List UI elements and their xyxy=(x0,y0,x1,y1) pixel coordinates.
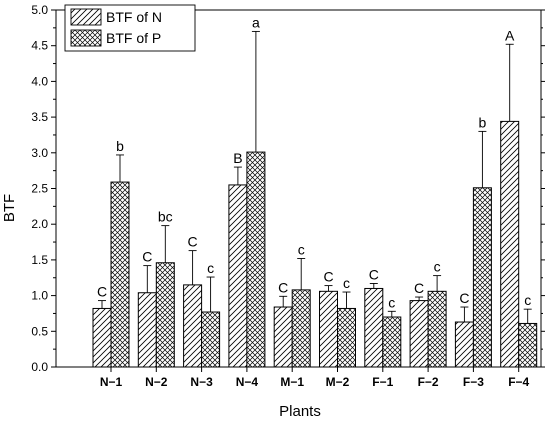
significance-label: C xyxy=(188,234,198,250)
bar xyxy=(382,316,402,368)
bar xyxy=(183,284,203,368)
significance-label: C xyxy=(414,280,424,296)
y-axis-title: BTF xyxy=(1,194,18,222)
significance-label: bc xyxy=(158,209,173,225)
bar xyxy=(201,311,221,368)
bar xyxy=(409,300,429,368)
x-tick-label: F−2 xyxy=(418,375,439,389)
y-tick-label: 3.0 xyxy=(31,146,48,160)
significance-label: c xyxy=(524,292,531,308)
y-tick-label: 3.5 xyxy=(31,110,48,124)
significance-label: C xyxy=(369,266,379,282)
legend-label-n: BTF of N xyxy=(106,9,162,25)
bar xyxy=(291,289,311,368)
y-tick-label: 0.0 xyxy=(31,360,48,374)
x-tick-label: M−2 xyxy=(326,375,350,389)
bar xyxy=(228,184,248,368)
x-tick-label: M−1 xyxy=(280,375,304,389)
bar xyxy=(472,187,492,368)
bar xyxy=(364,287,384,368)
x-tick-label: N−3 xyxy=(190,375,213,389)
bar xyxy=(273,306,293,368)
y-tick-label: 0.5 xyxy=(31,324,48,338)
x-tick-label: F−1 xyxy=(372,375,393,389)
legend-swatch-n xyxy=(70,8,102,26)
significance-label: a xyxy=(252,14,260,30)
significance-label: C xyxy=(323,269,333,285)
bar xyxy=(518,322,538,368)
legend: BTF of N BTF of P xyxy=(64,4,196,52)
legend-swatch-p xyxy=(70,29,102,47)
significance-label: b xyxy=(116,138,124,154)
significance-label: C xyxy=(278,279,288,295)
significance-label: B xyxy=(233,150,242,166)
x-tick-label: N−2 xyxy=(145,375,168,389)
significance-label: c xyxy=(434,259,441,275)
bar xyxy=(110,181,130,368)
significance-label: c xyxy=(388,294,395,310)
y-tick-label: 5.0 xyxy=(31,3,48,17)
y-tick-label: 1.0 xyxy=(31,289,48,303)
x-tick-label: N−1 xyxy=(100,375,123,389)
bar xyxy=(137,292,157,368)
bar xyxy=(319,290,338,368)
significance-label: c xyxy=(298,241,305,257)
bar xyxy=(337,307,356,368)
significance-label: A xyxy=(505,27,515,43)
significance-label: C xyxy=(142,249,152,265)
x-tick-label: N−4 xyxy=(236,375,259,389)
legend-label-p: BTF of P xyxy=(106,30,161,46)
significance-label: b xyxy=(479,114,487,130)
significance-label: c xyxy=(207,260,214,276)
significance-label: C xyxy=(97,284,107,300)
bar xyxy=(427,290,447,368)
plot-area: 0.0 0.5 1.0 1.5 2.0 2.5 3.0 3.5 4.0 4.5 5.0 N−1 Cb N−… xyxy=(31,3,545,389)
bar xyxy=(454,321,474,368)
y-tick-label: 1.5 xyxy=(31,253,48,267)
bar xyxy=(155,262,175,368)
y-tick-label: 2.0 xyxy=(31,217,48,231)
significance-label: c xyxy=(343,275,350,291)
bar xyxy=(92,307,112,368)
significance-label: C xyxy=(459,290,469,306)
x-axis-title: Plants xyxy=(279,403,321,420)
x-tick-label: F−4 xyxy=(508,375,529,389)
y-tick-label: 4.5 xyxy=(31,39,48,53)
y-tick-label: 2.5 xyxy=(31,182,48,196)
y-tick-label: 4.0 xyxy=(31,74,48,88)
bar xyxy=(500,120,520,368)
bar xyxy=(246,151,266,368)
x-tick-label: F−3 xyxy=(463,375,484,389)
